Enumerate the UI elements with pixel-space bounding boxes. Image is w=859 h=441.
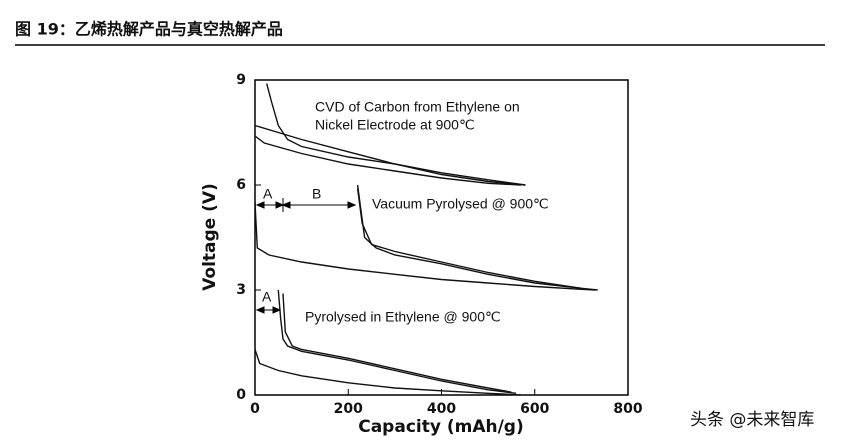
annotation: Vacuum Pyrolysed @ 900℃ (372, 196, 549, 212)
watermark: 头条 @未来智库 (690, 410, 814, 430)
annotation: CVD of Carbon from Ethylene on (315, 99, 520, 115)
x-axis-label: Capacity (mAh/g) (358, 417, 524, 437)
x-tick-label: 0 (250, 401, 260, 417)
spacing-arrows (255, 198, 357, 314)
x-tick-label: 200 (334, 401, 363, 417)
curve (356, 188, 582, 289)
y-axis-label: Voltage (V) (200, 183, 220, 291)
curve (254, 135, 521, 186)
curve (277, 289, 517, 394)
annotation: B (312, 186, 321, 202)
x-tick-label: 400 (427, 401, 456, 417)
y-tick-label: 0 (236, 387, 246, 403)
curve (282, 293, 512, 393)
curve (254, 202, 596, 291)
curve (254, 349, 521, 396)
curve (254, 124, 526, 186)
annotation: Pyrolysed in Ethylene @ 900℃ (305, 309, 501, 325)
annotation: Nickel Electrode at 900℃ (315, 117, 475, 133)
y-tick-label: 9 (236, 72, 246, 88)
curve (266, 83, 526, 186)
annotation: A (263, 186, 273, 202)
y-tick-label: 6 (236, 177, 246, 193)
annotation: A (262, 289, 272, 305)
x-tick-label: 600 (520, 401, 549, 417)
y-tick-label: 3 (236, 282, 246, 298)
x-tick-label: 800 (613, 401, 642, 417)
figure-title: 图 19：乙烯热解产品与真空热解产品 (15, 20, 283, 39)
